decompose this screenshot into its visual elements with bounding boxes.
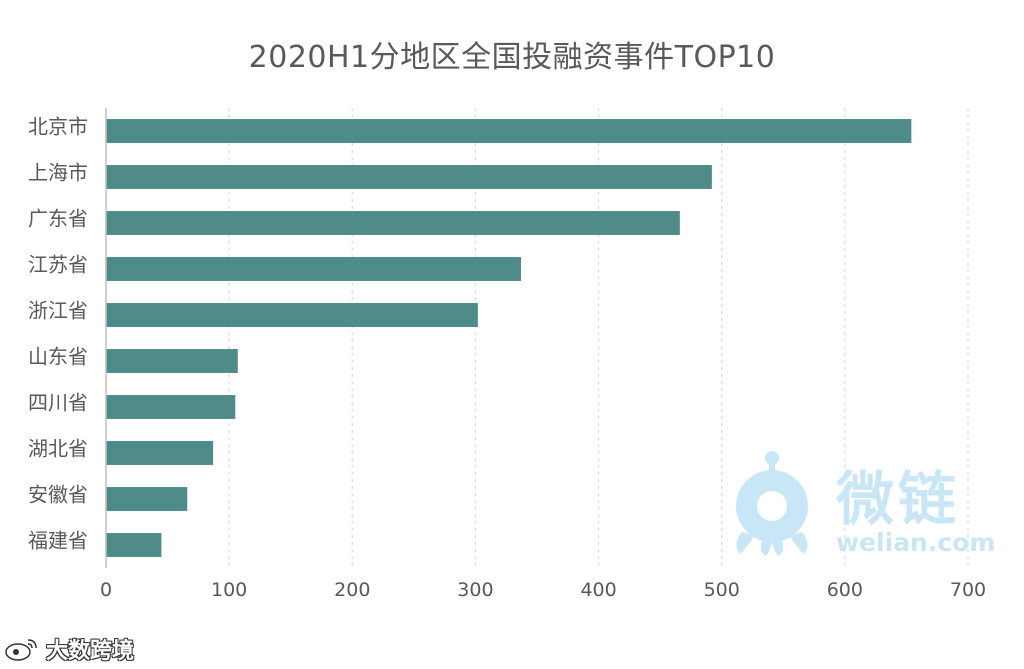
category-label: 上海市 [28,161,88,185]
category-label: 北京市 [28,115,88,139]
x-tick-label: 0 [100,579,112,601]
bar-8 [106,487,188,511]
bar-7 [106,441,214,465]
chart-title: 2020H1分地区全国投融资事件TOP10 [248,40,776,75]
category-label: 山东省 [28,345,88,369]
bar-6 [106,395,236,419]
bar-0 [106,119,912,143]
category-label: 浙江省 [28,299,88,323]
category-label: 江苏省 [28,253,88,277]
weilian-mascot-icon [736,451,808,556]
category-label: 四川省 [28,391,88,415]
dsk-watermark: 大数跨境 [4,634,134,664]
x-tick-label: 700 [950,579,986,601]
category-label: 湖北省 [28,437,88,461]
x-tick-label: 500 [704,579,740,601]
dsk-watermark-text: 大数跨境 [46,639,135,664]
x-tick-label: 200 [334,579,370,601]
bar-4 [106,303,478,327]
category-label: 安徽省 [28,483,88,507]
weilian-watermark: 微链 welian.com [728,448,998,558]
x-tick-label: 600 [827,579,863,601]
x-tick-label: 300 [457,579,493,601]
weilian-logo-text: 微链 [836,465,961,533]
bar-9 [106,533,162,557]
category-label: 福建省 [28,529,88,553]
bar-5 [106,349,238,373]
bars [106,119,912,557]
x-tick-labels: 0 100 200 300 400 500 600 700 [100,579,986,601]
x-tick-label: 400 [580,579,616,601]
bar-1 [106,165,712,189]
category-label: 广东省 [28,207,88,231]
x-tick-label: 100 [211,579,247,601]
weilian-url: welian.com [836,528,996,557]
bar-2 [106,211,680,235]
bar-3 [106,257,521,281]
weibo-icon [5,639,37,661]
